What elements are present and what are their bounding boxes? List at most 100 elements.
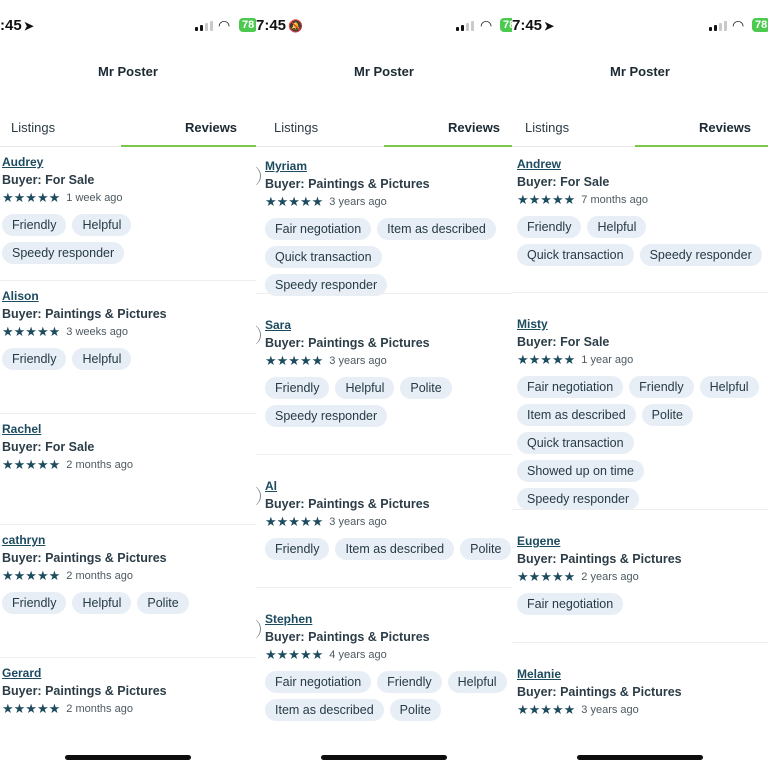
swipe-edge-icon: [256, 165, 261, 187]
tag-chip: Item as described: [517, 404, 636, 426]
home-indicator: [65, 755, 191, 760]
location-arrow-icon: ➤: [544, 19, 555, 33]
rating-row: ★★★★★ 2 years ago: [517, 569, 768, 585]
tag-list: Fair negotiation Friendly Helpful Item a…: [265, 671, 512, 721]
review-item: Gerard Buyer: Paintings & Pictures ★★★★★…: [0, 657, 256, 738]
screenshot-panel-2: 7:45🔕 ◠ 78 Mr Poster Listings Reviews My…: [256, 0, 512, 768]
review-age: 1 year ago: [581, 354, 634, 366]
status-time: 7:45 🔕: [256, 17, 303, 34]
review-age: 3 weeks ago: [66, 326, 129, 338]
tag-chip: Friendly: [265, 538, 330, 560]
tag-chip: Helpful: [72, 348, 132, 370]
review-age: 3 years ago: [329, 196, 387, 208]
tag-chip: Fair negotiation: [265, 218, 372, 240]
reviewer-role: Buyer: Paintings & Pictures: [2, 551, 167, 565]
review-item: Myriam Buyer: Paintings & Pictures ★★★★★…: [256, 151, 512, 296]
tag-chip: Fair negotiation: [265, 671, 372, 693]
reviewer-role: Buyer: For Sale: [2, 173, 95, 187]
active-tab-indicator: [121, 145, 256, 147]
tag-chip: Fair negotiation: [517, 593, 624, 615]
tab-bar: Listings Reviews: [256, 110, 512, 147]
status-time: :45 ➤: [0, 17, 34, 34]
star-rating-icon: ★★★★★: [517, 352, 576, 367]
tab-listings[interactable]: Listings: [274, 120, 319, 135]
tag-list: Fair negotiation Friendly Helpful Item a…: [517, 376, 768, 510]
reviewer-name-link[interactable]: Eugene: [517, 534, 561, 548]
tag-chip: Helpful: [72, 214, 132, 236]
reviewer-role: Buyer: Paintings & Pictures: [265, 630, 430, 644]
review-age: 2 months ago: [66, 703, 133, 715]
tag-chip: Friendly: [2, 214, 67, 236]
reviewer-name-link[interactable]: Gerard: [2, 666, 42, 680]
home-indicator: [577, 755, 703, 760]
signal-icon: [709, 21, 727, 31]
reviewer-name-link[interactable]: Sara: [265, 318, 292, 332]
star-rating-icon: ★★★★★: [517, 192, 576, 207]
status-time: 7:45 ➤: [512, 17, 554, 34]
rating-row: ★★★★★ 1 week ago: [2, 190, 256, 206]
reviewer-role: Buyer: Paintings & Pictures: [517, 552, 682, 566]
reviewer-name-link[interactable]: cathryn: [2, 533, 46, 547]
wifi-icon: ◠: [480, 17, 493, 33]
tag-chip: Polite: [400, 377, 452, 399]
star-rating-icon: ★★★★★: [517, 569, 576, 584]
rating-row: ★★★★★ 3 years ago: [517, 702, 768, 718]
reviewer-name-link[interactable]: Stephen: [265, 612, 313, 626]
location-arrow-icon: ➤: [23, 19, 34, 33]
review-age: 2 months ago: [66, 570, 133, 582]
reviewer-role: Buyer: Paintings & Pictures: [265, 177, 430, 191]
tag-chip: Friendly: [2, 348, 67, 370]
review-item: Stephen Buyer: Paintings & Pictures ★★★★…: [256, 587, 512, 738]
tag-chip: Speedy responder: [265, 274, 388, 296]
screenshot-panel-1: :45 ➤ ◠ 78 Mr Poster Listings Reviews Aud…: [0, 0, 256, 768]
star-rating-icon: ★★★★★: [2, 324, 61, 339]
reviewer-name-link[interactable]: Melanie: [517, 667, 562, 681]
reviewer-name-link[interactable]: Rachel: [2, 422, 42, 436]
home-indicator: [321, 755, 447, 760]
reviewer-name-link[interactable]: Audrey: [2, 155, 44, 169]
review-item: Andrew Buyer: For Sale ★★★★★ 7 months ago…: [512, 149, 768, 289]
tag-chip: Helpful: [447, 671, 507, 693]
star-rating-icon: ★★★★★: [265, 353, 324, 368]
review-item: Al Buyer: Paintings & Pictures ★★★★★ 3 ye…: [256, 454, 512, 587]
status-time-text: 7:45: [512, 17, 543, 34]
rating-row: ★★★★★ 3 years ago: [265, 514, 512, 530]
reviewer-name-link[interactable]: Andrew: [517, 157, 562, 171]
tab-listings[interactable]: Listings: [11, 120, 56, 135]
rating-row: ★★★★★ 3 years ago: [265, 353, 512, 369]
wifi-icon: ◠: [218, 17, 231, 33]
reviewer-role: Buyer: Paintings & Pictures: [517, 685, 682, 699]
reviewer-role: Buyer: For Sale: [2, 440, 95, 454]
page-title: Mr Poster: [98, 64, 158, 79]
reviewer-role: Buyer: Paintings & Pictures: [2, 307, 167, 321]
reviewer-role: Buyer: For Sale: [517, 175, 610, 189]
tab-bar: Listings Reviews: [512, 110, 768, 147]
reviewer-name-link[interactable]: Al: [265, 479, 277, 493]
review-age: 7 months ago: [581, 194, 648, 206]
review-age: 3 years ago: [329, 355, 387, 367]
review-age: 3 years ago: [581, 704, 639, 716]
swipe-edge-icon: [256, 324, 261, 346]
review-age: 3 years ago: [329, 516, 387, 528]
tag-chip: Speedy responder: [265, 405, 388, 427]
tab-reviews[interactable]: Reviews: [448, 120, 501, 135]
reviewer-name-link[interactable]: Alison: [2, 289, 39, 303]
tag-list: Fair negotiation Item as described Quick…: [265, 218, 512, 296]
tab-listings[interactable]: Listings: [525, 120, 570, 135]
tag-chip: Speedy responder: [517, 488, 640, 510]
star-rating-icon: ★★★★★: [2, 190, 61, 205]
signal-icon: [456, 21, 474, 31]
tag-chip: Speedy responder: [639, 244, 762, 266]
tab-reviews[interactable]: Reviews: [699, 120, 752, 135]
tag-list: Friendly Helpful Polite: [2, 592, 256, 614]
rating-row: ★★★★★ 2 months ago: [2, 457, 256, 473]
review-item: Rachel Buyer: For Sale ★★★★★ 2 months ago: [0, 413, 256, 504]
wifi-icon: ◠: [732, 17, 745, 33]
reviewer-name-link[interactable]: Myriam: [265, 159, 308, 173]
tab-reviews[interactable]: Reviews: [185, 120, 238, 135]
reviewer-name-link[interactable]: Misty: [517, 317, 548, 331]
tag-chip: Friendly: [377, 671, 442, 693]
rating-row: ★★★★★ 7 months ago: [517, 192, 768, 208]
tag-chip: Polite: [137, 592, 189, 614]
battery-icon: 78: [239, 18, 256, 32]
